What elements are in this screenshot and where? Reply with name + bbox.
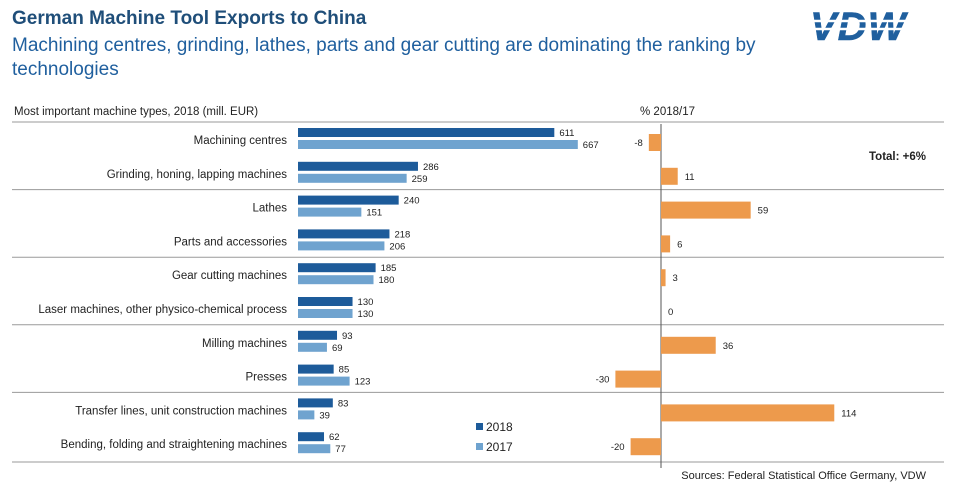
category-label: Gear cutting machines: [172, 270, 287, 282]
left-header: Most important machine types, 2018 (mill…: [14, 106, 258, 118]
value-label-2017: 123: [355, 377, 371, 388]
change-bar: [661, 235, 671, 253]
change-label: 59: [758, 206, 769, 217]
value-label-2018: 85: [339, 365, 350, 376]
source-note: Sources: Federal Statistical Office Germ…: [681, 470, 926, 482]
category-label: Transfer lines, unit construction machin…: [75, 405, 287, 417]
value-label-2017: 77: [335, 444, 346, 455]
legend-label-2018: 2018: [486, 420, 513, 434]
right-header: % 2018/17: [640, 106, 695, 118]
bar-2017: [298, 376, 350, 386]
value-label-2018: 611: [559, 128, 574, 139]
bar-2017: [298, 275, 374, 285]
value-label-2017: 206: [389, 241, 405, 252]
change-bar: [630, 438, 661, 456]
value-label-2017: 69: [332, 343, 343, 354]
bar-2017: [298, 342, 327, 352]
category-label: Laser machines, other physico-chemical p…: [38, 304, 287, 316]
svg-text:VDW: VDW: [810, 6, 909, 46]
bar-2018: [298, 128, 555, 137]
value-label-2018: 83: [338, 398, 349, 409]
bar-2018: [298, 398, 333, 408]
value-label-2017: 151: [366, 208, 382, 219]
value-label-2018: 130: [358, 297, 374, 308]
value-label-2017: 130: [358, 309, 374, 320]
total-label: Total: +6%: [869, 151, 926, 163]
legend-swatch-2018: [476, 423, 483, 430]
bar-2018: [298, 330, 338, 340]
bar-2017: [298, 173, 407, 183]
category-label: Lathes: [252, 203, 287, 215]
bar-2018: [298, 263, 376, 273]
change-bar: [661, 336, 716, 354]
bar-2018: [298, 364, 334, 374]
value-label-2017: 180: [379, 275, 395, 286]
value-label-2018: 62: [329, 432, 340, 443]
bar-2017: [298, 241, 385, 251]
value-label-2018: 93: [342, 331, 353, 342]
change-bar: [661, 404, 835, 422]
legend-label-2017: 2017: [486, 440, 513, 454]
bar-2018: [298, 432, 325, 442]
bar-2018: [298, 229, 390, 239]
legend-swatch-2017: [476, 443, 483, 450]
change-bar: [648, 134, 661, 151]
bar-2018: [298, 195, 399, 205]
bar-2018: [298, 297, 353, 306]
value-label-2017: 39: [319, 410, 330, 421]
change-bar: [661, 167, 678, 185]
change-label: 0: [668, 307, 673, 318]
bar-2018: [298, 161, 418, 171]
category-label: Milling machines: [202, 338, 287, 350]
change-label: 36: [723, 341, 734, 352]
value-label-2017: 667: [583, 140, 599, 151]
vdw-logo: VDW: [808, 6, 930, 46]
value-label-2018: 240: [404, 196, 420, 207]
change-label: 3: [673, 273, 678, 284]
bar-2017: [298, 207, 362, 217]
change-label: -20: [611, 442, 625, 453]
change-bar: [661, 269, 666, 287]
bar-2017: [298, 140, 578, 149]
change-label: -8: [634, 138, 642, 149]
change-label: -30: [596, 375, 610, 386]
bar-2017: [298, 444, 331, 454]
change-label: 114: [841, 408, 856, 419]
category-label: Presses: [245, 372, 287, 384]
category-label: Grinding, honing, lapping machines: [107, 169, 288, 181]
bar-2017: [298, 410, 315, 420]
chart-title: German Machine Tool Exports to China: [12, 8, 367, 29]
category-label: Parts and accessories: [174, 236, 287, 248]
value-label-2018: 218: [394, 229, 410, 240]
category-label: Bending, folding and straightening machi…: [61, 439, 288, 451]
value-label-2018: 286: [423, 162, 439, 173]
value-label-2017: 259: [412, 174, 428, 185]
change-label: 6: [677, 239, 682, 250]
change-bar: [661, 201, 751, 219]
change-label: 11: [685, 172, 695, 183]
change-bar: [615, 370, 661, 388]
bar-2017: [298, 309, 353, 318]
category-label: Machining centres: [194, 135, 288, 147]
value-label-2018: 185: [381, 263, 397, 274]
chart-subtitle: Machining centres, grinding, lathes, par…: [12, 35, 756, 80]
